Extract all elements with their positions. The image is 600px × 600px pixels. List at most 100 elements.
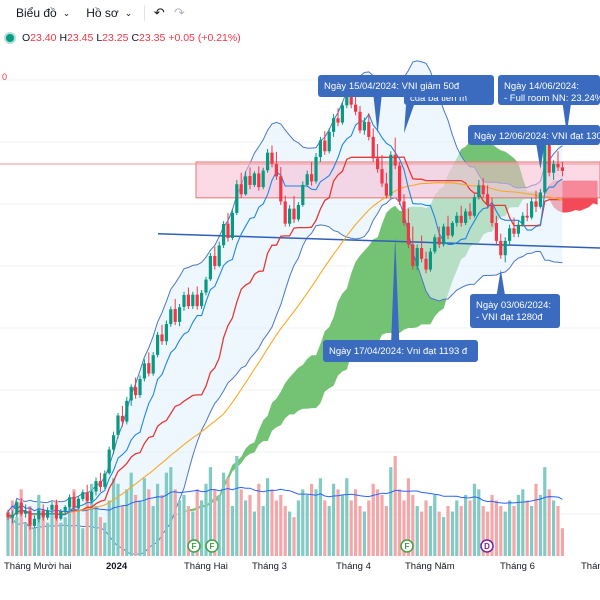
candlestick[interactable] [503,237,507,263]
candlestick[interactable] [398,161,402,206]
candlestick[interactable] [160,324,164,345]
candlestick[interactable] [314,153,318,184]
candlestick[interactable] [235,179,239,216]
candlestick[interactable] [85,484,89,503]
candlestick[interactable] [420,235,424,263]
candlestick[interactable] [230,209,234,241]
candlestick[interactable] [508,224,512,245]
candlestick[interactable] [164,320,168,345]
candlestick[interactable] [292,196,296,223]
candlestick[interactable] [266,149,270,173]
candlestick[interactable] [103,470,107,490]
candlestick[interactable] [411,226,415,270]
candlestick[interactable] [129,384,133,406]
candlestick[interactable] [279,167,283,206]
candlestick[interactable] [252,171,256,188]
candlestick[interactable] [125,396,129,425]
candlestick[interactable] [560,161,564,177]
candlestick[interactable] [376,144,380,173]
event-badge[interactable]: D [480,539,494,553]
candlestick[interactable] [380,154,384,188]
candlestick[interactable] [239,172,243,198]
profile-menu-button[interactable]: Hồ sơ ⌄ [78,3,140,23]
candlestick[interactable] [525,203,529,222]
candlestick[interactable] [472,194,476,218]
candlestick[interactable] [50,501,54,514]
candlestick[interactable] [332,113,336,137]
candlestick[interactable] [156,331,160,358]
candlestick[interactable] [499,233,503,259]
annotation-callout[interactable]: Ngày 03/06/2024:- VNI đạt 1280đ [470,269,560,328]
candlestick[interactable] [244,171,248,196]
candlestick[interactable] [182,291,186,311]
candlestick[interactable] [32,515,36,528]
candlestick[interactable] [169,306,173,327]
candlestick[interactable] [257,166,261,191]
candlestick[interactable] [543,140,547,195]
candlestick[interactable] [367,113,371,141]
annotation-callout[interactable]: Ngày 17/04/2024: Vni đạt 1193 đ [323,237,478,362]
candlestick[interactable] [340,102,344,125]
annotation-callout[interactable]: Ngày 15/04/2024: VNI giảm 50đ [318,75,466,134]
candlestick[interactable] [296,202,300,222]
candlestick[interactable] [301,181,305,207]
candlestick[interactable] [217,241,221,268]
candlestick[interactable] [208,253,212,282]
candlestick[interactable] [494,215,498,245]
candlestick[interactable] [63,505,67,514]
candlestick[interactable] [98,472,102,492]
candlestick[interactable] [28,507,32,530]
candlestick[interactable] [112,431,116,455]
candlestick[interactable] [288,205,292,227]
candlestick[interactable] [336,108,340,127]
candlestick[interactable] [120,405,124,427]
candlestick[interactable] [54,499,58,521]
candlestick[interactable] [393,137,397,170]
candlestick[interactable] [213,246,217,270]
candlestick[interactable] [455,212,459,227]
candlestick[interactable] [90,489,94,504]
candlestick[interactable] [94,477,98,496]
candlestick[interactable] [512,217,516,238]
candlestick[interactable] [486,185,490,209]
candlestick[interactable] [530,197,534,220]
candlestick[interactable] [191,291,195,309]
candlestick[interactable] [437,226,441,249]
candlestick[interactable] [481,178,485,198]
candlestick[interactable] [428,248,432,272]
annotation-callout[interactable]: Ngày 12/06/2024: VNI đạt 130 [468,125,600,170]
candlestick[interactable] [384,172,388,199]
candlestick[interactable] [270,145,274,168]
candlestick[interactable] [450,221,454,238]
annotation-callout[interactable]: Ngày 14/06/2024:- Full room NN: 23.24% [498,75,600,134]
candlestick[interactable] [327,128,331,154]
candlestick[interactable] [178,303,182,327]
candlestick[interactable] [464,208,468,226]
candlestick[interactable] [248,167,252,190]
candlestick[interactable] [76,495,80,510]
undo-icon[interactable]: ↶ [153,5,165,20]
candlestick[interactable] [477,179,481,200]
candlestick[interactable] [534,190,538,213]
candlestick[interactable] [323,131,327,155]
event-badge[interactable]: F [400,539,414,553]
candlestick[interactable] [116,412,120,439]
candlestick[interactable] [72,492,76,511]
candlestick[interactable] [310,161,314,186]
chart-menu-button[interactable]: Biểu đồ ⌄ [8,3,78,23]
candlestick[interactable] [556,151,560,171]
candlestick[interactable] [59,509,63,521]
candlestick[interactable] [371,128,375,162]
candlestick[interactable] [68,494,72,510]
candlestick[interactable] [46,507,50,520]
event-badge[interactable]: F [187,539,201,553]
candlestick[interactable] [516,221,520,238]
candlestick[interactable] [200,289,204,309]
candlestick[interactable] [406,208,410,249]
candlestick[interactable] [15,500,19,517]
candlestick[interactable] [305,170,309,188]
candlestick[interactable] [37,508,41,523]
candlestick[interactable] [6,509,10,521]
candlestick[interactable] [362,117,366,135]
